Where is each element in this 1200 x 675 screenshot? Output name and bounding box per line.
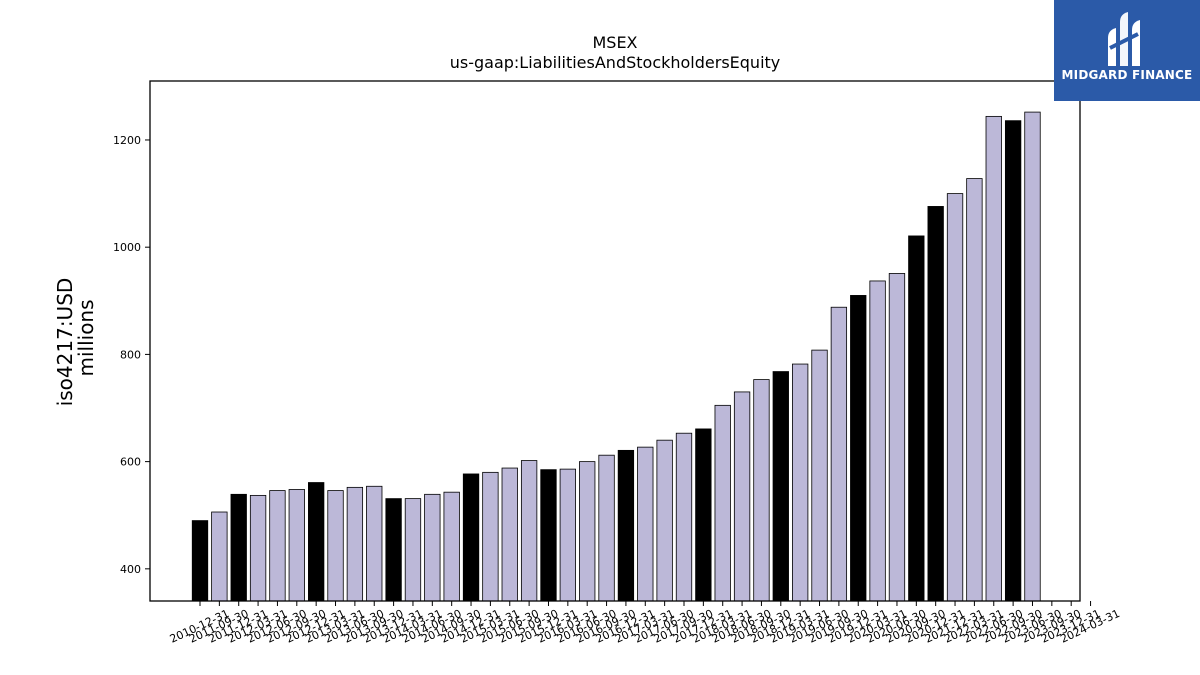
y-tick-label: 400 <box>120 563 141 576</box>
y-axis: 400 600 800 1000 1200 <box>113 134 150 576</box>
bar <box>811 349 828 602</box>
x-axis: 2010-12-312011-09-302011-12-312012-03-31… <box>168 601 1122 646</box>
bar <box>443 491 460 602</box>
bar <box>617 449 635 602</box>
bar <box>559 468 576 602</box>
y-tick-label: 600 <box>120 456 141 469</box>
bar <box>733 391 751 602</box>
bar <box>482 471 499 602</box>
bar <box>792 363 809 602</box>
bar <box>598 454 615 602</box>
bar <box>753 379 770 602</box>
logo: MIDGARD FINANCE <box>1054 0 1200 101</box>
bar <box>869 280 886 602</box>
bar <box>985 115 1002 602</box>
bar <box>230 493 247 602</box>
bar <box>462 473 480 602</box>
bar <box>888 273 906 602</box>
bar <box>850 295 867 602</box>
bar <box>269 490 286 602</box>
bar <box>946 193 964 602</box>
y-tick-label: 1000 <box>113 241 141 254</box>
bar <box>714 404 731 602</box>
y-tick-label: 1200 <box>113 134 141 147</box>
bar <box>424 493 441 602</box>
bar <box>288 489 305 602</box>
bar <box>308 482 325 602</box>
bar <box>637 446 654 602</box>
bar <box>211 511 228 602</box>
bar <box>1004 120 1022 602</box>
bar <box>1024 111 1041 602</box>
bar <box>191 520 209 602</box>
bar <box>346 486 364 602</box>
bar <box>675 432 693 602</box>
bar <box>656 439 673 602</box>
bar <box>830 306 848 602</box>
chart-subtitle: us-gaap:LiabilitiesAndStockholdersEquity <box>450 53 781 72</box>
bar <box>249 494 267 602</box>
bar <box>520 460 538 602</box>
y-tick-label: 800 <box>120 348 141 361</box>
chart-title: MSEX <box>592 33 637 52</box>
bar <box>366 485 383 602</box>
bar <box>695 428 712 602</box>
bar <box>385 498 402 602</box>
bar <box>501 467 518 602</box>
bar <box>966 178 983 602</box>
y-axis-label: iso4217:USD <box>53 278 77 407</box>
bar <box>908 235 925 602</box>
y-axis-unit: millions <box>74 299 98 376</box>
plot-frame <box>149 80 1081 602</box>
logo-wordmark: MIDGARD FINANCE <box>1061 68 1193 82</box>
bar <box>327 490 344 602</box>
bar <box>404 498 422 602</box>
bar <box>927 206 944 602</box>
bar <box>772 371 789 602</box>
bars-group <box>191 111 1041 602</box>
bar <box>540 469 557 602</box>
bar <box>579 461 596 602</box>
logo-mark-icon <box>1108 12 1140 66</box>
